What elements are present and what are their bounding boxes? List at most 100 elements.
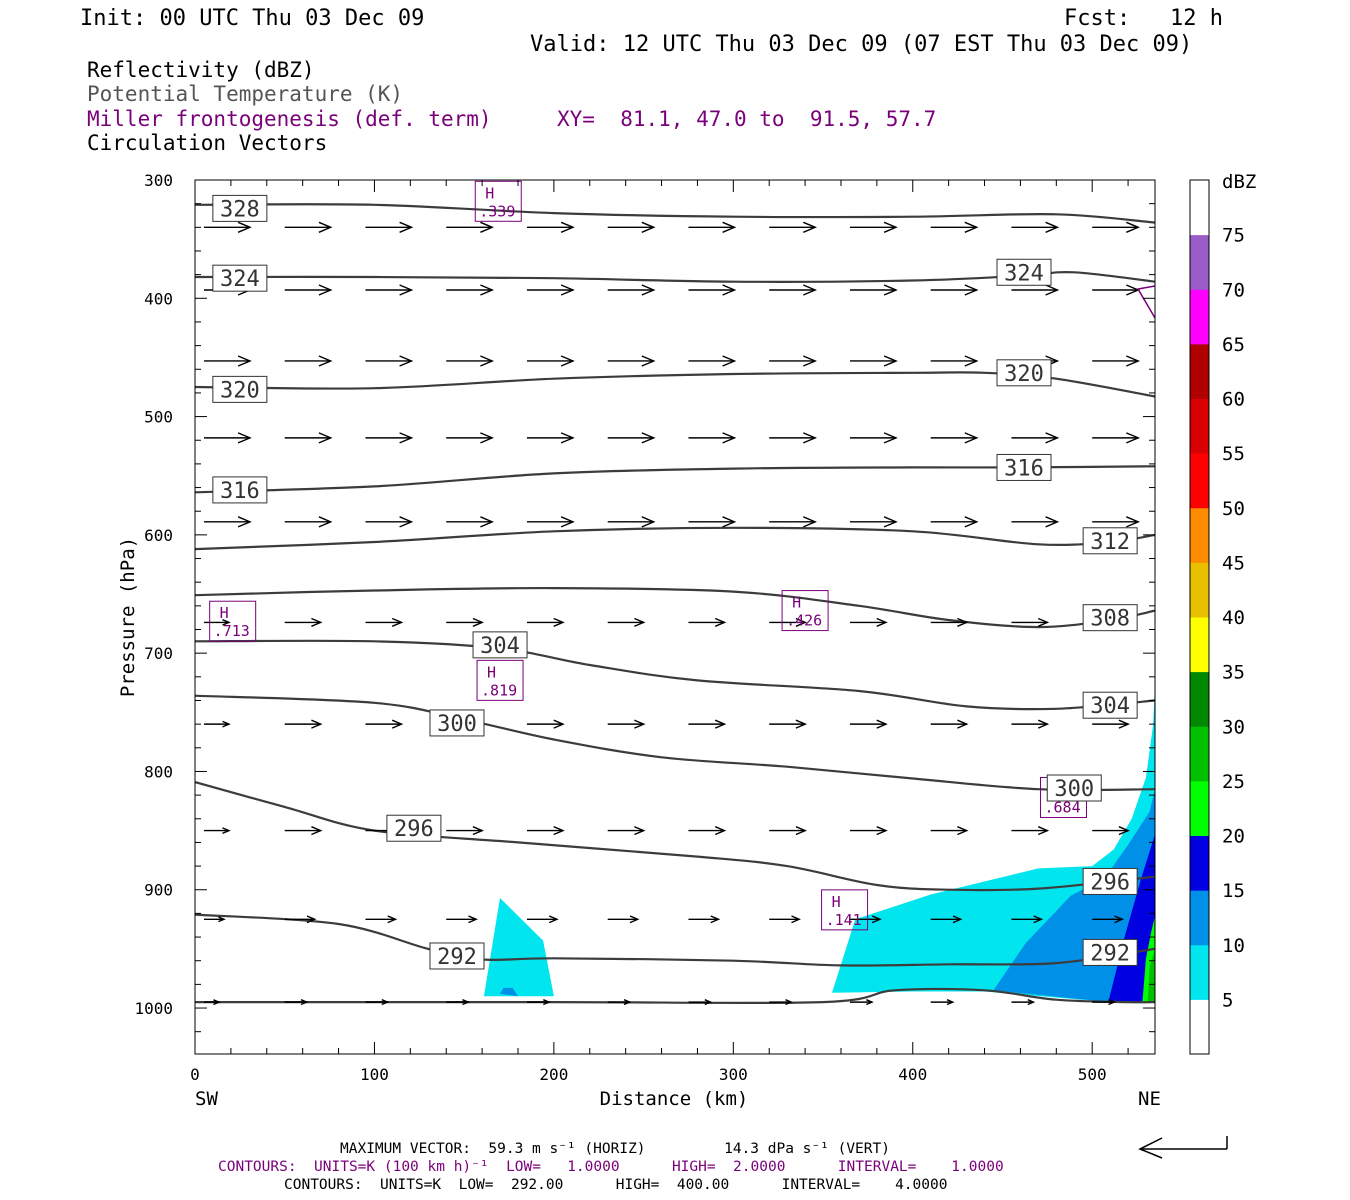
circulation-vector — [365, 221, 414, 233]
circulation-vector — [284, 915, 317, 924]
circulation-vector — [607, 432, 656, 444]
svg-text:H: H — [832, 893, 841, 911]
theta-label-292: 292 — [429, 942, 485, 970]
svg-text:308: 308 — [1090, 607, 1130, 632]
circulation-vector — [284, 719, 323, 729]
circulation-vector — [1011, 432, 1060, 444]
theta-label-320: 320 — [996, 359, 1052, 387]
circulation-vector — [769, 516, 817, 528]
svg-text:292: 292 — [1090, 941, 1130, 966]
svg-text:316: 316 — [1004, 456, 1044, 481]
circulation-vector — [849, 516, 898, 528]
colorbar-swatch — [1190, 835, 1209, 891]
reflectivity-region-5dbz — [483, 898, 554, 997]
circulation-vector — [1092, 432, 1141, 444]
theta-label-296: 296 — [386, 814, 442, 842]
valid-time: Valid: 12 UTC Thu 03 Dec 09 (07 EST Thu … — [530, 32, 1192, 57]
x-tick-label: 200 — [539, 1065, 568, 1084]
colorbar-tick-label: 75 — [1222, 225, 1245, 247]
colorbar-tick-label: 40 — [1222, 607, 1245, 629]
forecast-hour: Fcst: 12 h — [1064, 6, 1223, 31]
circulation-vector — [365, 915, 398, 924]
x-tick-label: 300 — [719, 1065, 748, 1084]
circulation-vector — [365, 284, 414, 296]
theta-label-312: 312 — [1082, 527, 1138, 555]
circulation-vector — [607, 826, 646, 836]
circulation-vector — [1092, 516, 1140, 528]
field-miller-frontogenesis: Miller frontogenesis (def. term) — [87, 107, 492, 131]
circulation-vector — [769, 617, 808, 627]
frontogenesis-maximum: H.819 — [476, 659, 524, 701]
svg-text:H: H — [220, 604, 229, 622]
circulation-vector — [607, 355, 656, 367]
circulation-vector — [688, 915, 721, 924]
circulation-vector — [1092, 915, 1124, 924]
reflectivity-region-10dbz — [500, 987, 518, 997]
circulation-vector — [1011, 516, 1060, 528]
circulation-vector — [446, 915, 478, 924]
circulation-vector — [930, 999, 955, 1006]
theta-label-304: 304 — [472, 631, 528, 659]
colorbar-tick-label: 15 — [1222, 880, 1245, 902]
circulation-vector — [203, 221, 252, 233]
circulation-vector — [203, 355, 252, 367]
circulation-vector — [526, 284, 575, 296]
theta-label-292: 292 — [1082, 938, 1138, 966]
axes: 300 400 500 600 700 800 900 1000 0 100 200 300 400 50… — [134, 171, 1155, 1084]
circulation-vector — [769, 719, 807, 729]
circulation-vector — [930, 516, 979, 528]
circulation-vector — [607, 999, 632, 1006]
circulation-vector — [849, 999, 874, 1006]
colorbar-swatch — [1190, 780, 1209, 836]
circulation-vector — [1092, 719, 1130, 729]
circulation-vector — [1011, 826, 1050, 836]
circulation-vector — [526, 999, 551, 1006]
colorbar-swatch — [1190, 726, 1209, 782]
circulation-vector — [1011, 719, 1050, 729]
colorbar-swatch — [1190, 234, 1209, 290]
circulation-vector — [446, 617, 485, 627]
circulation-vector — [446, 999, 471, 1006]
circulation-vector — [446, 284, 494, 296]
circulation-vector — [203, 619, 231, 626]
circulation-vector — [203, 999, 221, 1006]
x-tick-label: 500 — [1078, 1065, 1107, 1084]
reference-vector-icon — [1138, 1136, 1228, 1159]
svg-text:324: 324 — [1004, 261, 1044, 286]
circulation-vector — [526, 617, 565, 627]
circulation-vector — [446, 355, 494, 367]
field-reflectivity: Reflectivity (dBZ) — [87, 58, 315, 82]
circulation-vector — [365, 999, 390, 1006]
colorbar-swatch — [1190, 289, 1209, 345]
theta-contour-292 — [195, 913, 1155, 967]
x-tick-label: 0 — [190, 1065, 200, 1084]
svg-text:300: 300 — [437, 712, 477, 737]
colorbar-swatch — [1190, 617, 1209, 673]
circulation-vector — [607, 221, 656, 233]
circulation-vector — [688, 432, 737, 444]
circulation-vector — [284, 432, 333, 444]
frontogenesis-maximum: H.426 — [781, 590, 829, 632]
circulation-vector — [1011, 915, 1044, 924]
circulation-vector — [365, 355, 414, 367]
circulation-vector — [849, 432, 898, 444]
circulation-vector — [1011, 284, 1060, 296]
circulation-vector — [769, 355, 818, 367]
reflectivity-fill-layer — [483, 682, 1155, 1003]
y-tick-label: 500 — [144, 408, 173, 427]
svg-text:H: H — [792, 594, 801, 612]
svg-text:.141: .141 — [826, 911, 862, 929]
circulation-vector — [688, 284, 737, 296]
circulation-vector — [688, 617, 727, 627]
circulation-vector — [526, 719, 565, 729]
y-axis-label: Pressure (hPa) — [117, 537, 139, 697]
colorbar-swatch — [1190, 671, 1209, 727]
svg-text:296: 296 — [1090, 870, 1130, 895]
circulation-vector — [930, 221, 979, 233]
circulation-vector — [203, 827, 231, 834]
circulation-vector — [1011, 999, 1036, 1006]
circulation-vector — [526, 355, 575, 367]
circulation-vector — [849, 221, 898, 233]
